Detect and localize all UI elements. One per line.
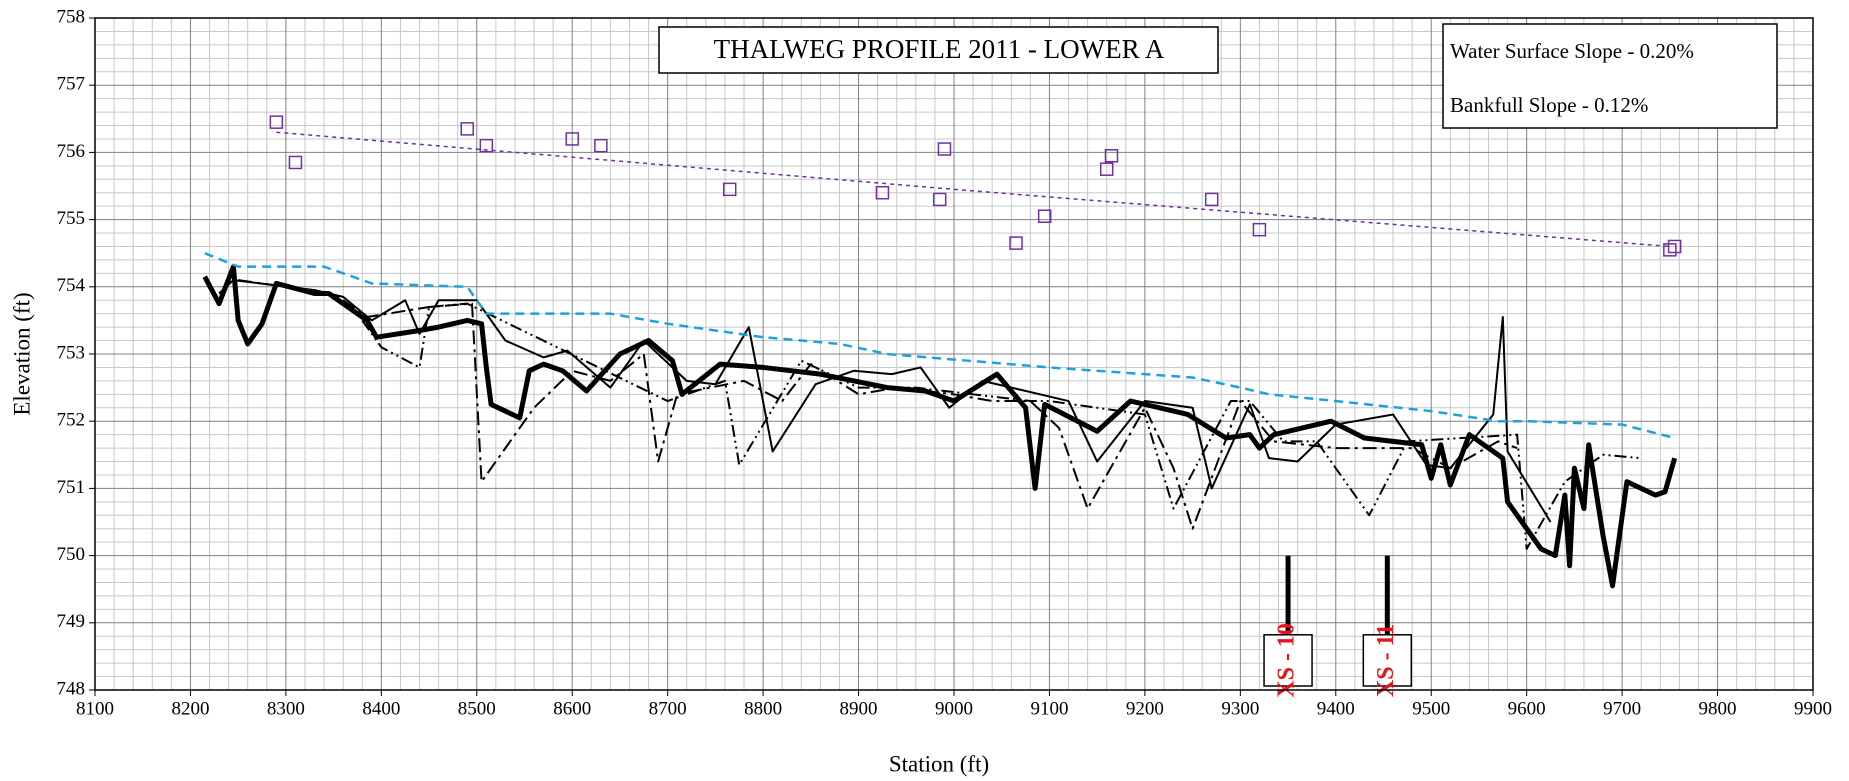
plot: XS - 10 XS - 11 <box>202 115 1682 698</box>
marker <box>1037 209 1052 223</box>
x-tick-label: 9900 <box>1794 698 1832 719</box>
marker <box>288 155 303 170</box>
series-line <box>218 279 1552 523</box>
marker <box>460 122 474 136</box>
marker <box>875 185 890 200</box>
marker <box>722 182 737 197</box>
x-tick-label: 8900 <box>840 698 878 719</box>
slope-box <box>1442 23 1778 129</box>
x-tick-label: 8400 <box>362 698 400 719</box>
marker <box>1204 192 1219 207</box>
note: Water Surface Slope - 0.20% <box>1450 39 1694 63</box>
x-tick-label: 8800 <box>744 698 782 719</box>
marker <box>479 138 494 153</box>
x-tick-label: 9800 <box>1699 698 1737 719</box>
plot-frame <box>94 17 1814 691</box>
x-tick-label: 8600 <box>553 698 591 719</box>
y-tick-label: 758 <box>57 6 86 27</box>
series-line <box>204 252 1675 440</box>
x-tick-label: 9600 <box>1508 698 1546 719</box>
y-tick-label: 756 <box>57 141 86 162</box>
xs-label: XS - 11 <box>1373 624 1399 697</box>
title-box <box>658 26 1219 74</box>
x-tick-label: 9200 <box>1126 698 1164 719</box>
series-line <box>238 279 1518 530</box>
xs-box <box>1263 634 1313 687</box>
x-tick-label: 9300 <box>1221 698 1259 719</box>
y-tick-label: 752 <box>57 410 86 431</box>
marker <box>1667 239 1682 254</box>
y-tick-label: 757 <box>57 74 86 95</box>
grid <box>89 17 1814 696</box>
y-axis-label: Elevation (ft) <box>9 292 34 415</box>
marker <box>565 132 579 146</box>
y-tick-label: 753 <box>57 342 86 363</box>
marker <box>932 192 947 207</box>
y-tick-label: 749 <box>57 611 86 632</box>
x-axis-label: Station (ft) <box>889 751 989 776</box>
marker <box>1104 149 1119 163</box>
xs-box <box>1362 634 1413 687</box>
marker <box>937 142 952 156</box>
xs-label: XS - 10 <box>1274 623 1300 698</box>
y-tick-label: 755 <box>57 208 86 229</box>
chart-title: THALWEG PROFILE 2011 - LOWER A <box>714 34 1165 64</box>
x-tick-label: 8300 <box>267 698 305 719</box>
x-tick-label: 8500 <box>458 698 496 719</box>
x-tick-label: 9000 <box>935 698 973 719</box>
y-tick-label: 754 <box>57 275 86 296</box>
y-tick-label: 750 <box>57 544 86 565</box>
series-line <box>361 302 1642 550</box>
marker <box>1009 236 1023 250</box>
y-tick-label: 748 <box>57 678 86 699</box>
series-line <box>202 264 1678 589</box>
marker <box>1252 222 1267 237</box>
marker <box>269 115 284 129</box>
marker <box>594 138 608 153</box>
x-tick-label: 8100 <box>76 698 114 719</box>
x-tick-label: 8700 <box>649 698 687 719</box>
x-tick-label: 9400 <box>1317 698 1355 719</box>
x-tick-label: 9700 <box>1603 698 1641 719</box>
note: Bankfull Slope - 0.12% <box>1450 93 1648 117</box>
marker <box>1099 162 1114 176</box>
marker <box>1663 243 1677 257</box>
y-tick-label: 751 <box>57 477 86 498</box>
series-line <box>276 131 1670 248</box>
x-tick-label: 9500 <box>1412 698 1450 719</box>
x-tick-label: 9100 <box>1030 698 1068 719</box>
x-tick-label: 8200 <box>171 698 209 719</box>
